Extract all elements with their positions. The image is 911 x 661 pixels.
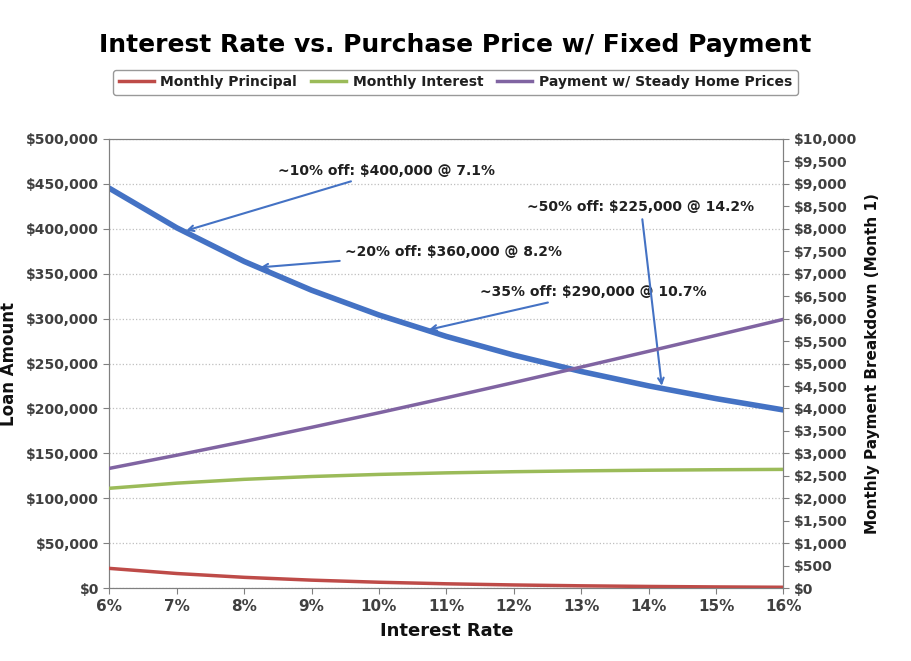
Text: ~20% off: $360,000 @ 8.2%: ~20% off: $360,000 @ 8.2% — [262, 245, 562, 270]
Text: ~10% off: $400,000 @ 7.1%: ~10% off: $400,000 @ 7.1% — [189, 164, 495, 231]
X-axis label: Interest Rate: Interest Rate — [380, 622, 513, 640]
Text: ~50% off: $225,000 @ 14.2%: ~50% off: $225,000 @ 14.2% — [527, 200, 754, 383]
Text: Interest Rate vs. Purchase Price w/ Fixed Payment: Interest Rate vs. Purchase Price w/ Fixe… — [99, 33, 812, 57]
Legend: Monthly Principal, Monthly Interest, Payment w/ Steady Home Prices: Monthly Principal, Monthly Interest, Pay… — [113, 70, 798, 95]
Text: ~35% off: $290,000 @ 10.7%: ~35% off: $290,000 @ 10.7% — [431, 285, 707, 330]
Y-axis label: Loan Amount: Loan Amount — [0, 301, 17, 426]
Y-axis label: Monthly Payment Breakdown (Month 1): Monthly Payment Breakdown (Month 1) — [865, 193, 880, 534]
